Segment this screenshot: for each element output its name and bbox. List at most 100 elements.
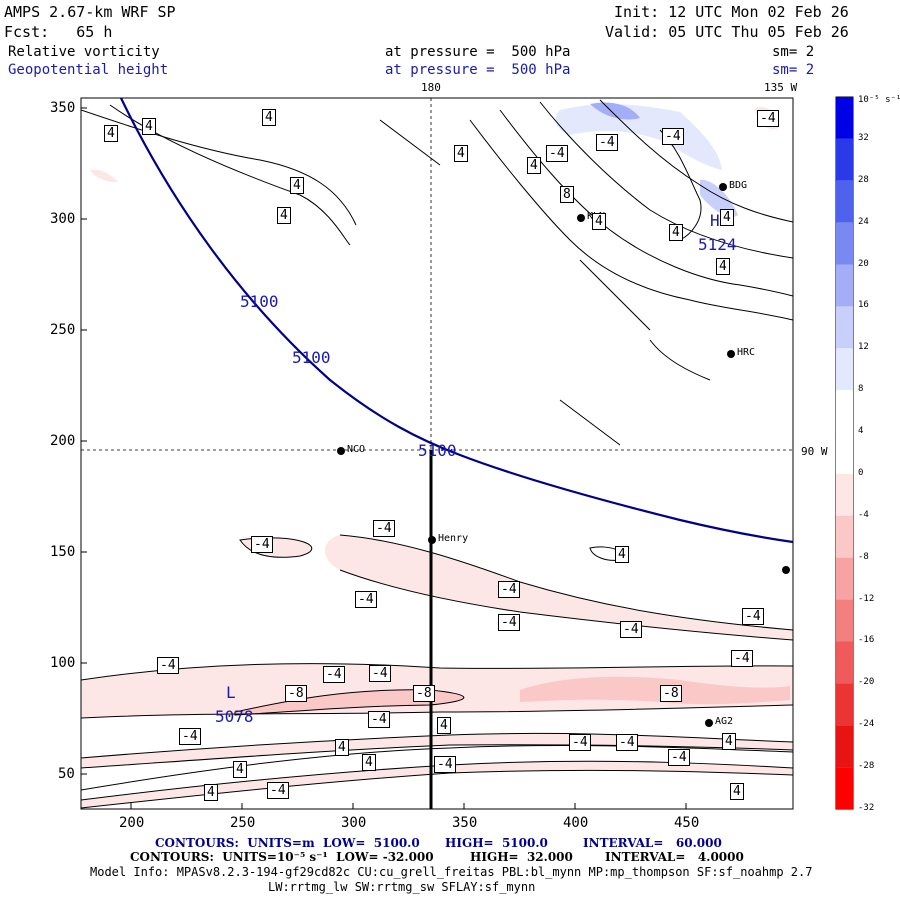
pos-vorticity-label: 4 [204,784,218,801]
colorbar-unit: 10⁻⁵ s⁻¹ [858,95,900,105]
pos-vorticity-label: 4 [615,546,629,563]
level-vorticity: at pressure = 500 hPa [385,44,571,60]
lon-90w-label: 90 W [801,445,828,458]
neg-vorticity-label: -4 [179,728,201,745]
pos-vorticity-label: 4 [362,754,376,771]
neg-core-east [520,676,790,705]
smooth-height: sm= 2 [772,62,815,78]
station-marker [719,183,727,191]
height-contour-label: 5100 [292,348,331,367]
colorbar-cell [836,557,853,600]
neg-vorticity-label: -4 [569,734,591,751]
colorbar-level-label: -32 [858,803,875,813]
station-label: BDG [729,180,748,191]
lon-135w-label: 135 W [764,81,798,94]
y-tick-300: 300 [50,211,76,227]
model-info: Model Info: MPASv8.2.3-194-gf29cd82c CU:… [90,865,813,879]
level-height: at pressure = 500 hPa [385,62,571,78]
pos-vorticity-label: 4 [142,118,156,135]
colorbar-level-label: -20 [858,677,875,688]
station-label: Henry [438,533,469,544]
init-time: Init: 12 UTC Mon 02 Feb 26 [614,3,849,21]
colorbar-level-label: -4 [858,509,869,520]
y-tick-250: 250 [50,322,76,338]
neg-vorticity-label: -4 [498,614,520,631]
pos-blob-ne [700,179,738,218]
pos-core-ne [590,102,640,120]
y-tick-150: 150 [50,544,76,560]
neg-vorticity-label: -4 [546,145,568,162]
axis-ticks [81,107,687,809]
colorbar-level-label: 20 [858,258,869,269]
colorbar-level-label: 12 [858,342,869,353]
y-tick-200: 200 [50,433,76,449]
neg-vorticity-label: -4 [757,110,779,127]
colorbar-cell [836,390,853,433]
neg-vorticity-label-8: -8 [660,685,682,702]
x-tick-450: 450 [674,815,700,831]
colorbar-level-label: 24 [858,216,869,227]
pos-band-ne [555,104,722,170]
colorbar-level-label: 32 [858,132,869,143]
neg-vorticity-label: -4 [323,666,345,683]
x-tick-300: 300 [341,815,367,831]
height-contour-label: 5100 [418,441,457,460]
height-contour-interval: INTERVAL= 60.000 [583,836,722,850]
y-tick-350: 350 [50,100,76,116]
neg-vorticity-label: -4 [157,657,179,674]
neg-vorticity-label: -4 [731,650,753,667]
neg-vorticity-label: -4 [616,734,638,751]
colorbar-level-label: -8 [858,551,869,562]
height-contour-high: HIGH= 5100.0 [445,836,548,850]
model-title: AMPS 2.67-km WRF SP [4,3,176,21]
pos-vorticity-label: 4 [716,258,730,275]
neg-vorticity-label: -4 [596,134,618,151]
colorbar-cell [836,641,853,684]
height-contour-info: CONTOURS: UNITS=m LOW= 5100.0 [155,836,420,850]
pos-vorticity-label: 4 [527,157,541,174]
colorbar-level-label: 16 [858,300,869,311]
colorbar-cell [836,473,853,516]
height-contour-label: 5100 [240,292,279,311]
pos-vorticity-label: 4 [262,109,276,126]
colorbar-level-label: 28 [858,174,869,185]
colorbar-cell [836,180,853,223]
plot-frame [80,97,794,810]
colorbar-cell [836,264,853,307]
colorbar-cell [836,138,853,181]
colorbar-level-label: -28 [858,761,875,772]
pos-vorticity-label: 4 [233,761,247,778]
colorbar-level-label: 0 [858,467,864,478]
neg-band-south [81,733,793,768]
height-contour-label: 5078 [215,707,254,726]
colorbar-cell [836,515,853,558]
pos-vorticity-label: 4 [720,209,734,226]
neg-vorticity-label: -4 [369,665,391,682]
neg-vorticity-label-8: -8 [285,685,307,702]
neg-vorticity-label: -4 [355,591,377,608]
colorbar-cell [836,683,853,726]
vort-contour-interval: INTERVAL= 4.0000 [605,850,744,864]
model-info-radiation: LW:rrtmg_lw SW:rrtmg_sw SFLAY:sf_mynn [268,880,536,894]
neg-vorticity-label: -4 [368,711,390,728]
pos-vorticity-label: 4 [592,213,606,230]
colorbar-level-label: 4 [858,426,864,437]
lon-180-label: 180 [421,81,441,94]
pos-vorticity-label: 4 [335,739,349,756]
neg-vorticity-label: -4 [668,749,690,766]
station-label: NCO [347,444,366,455]
pos-vorticity-label: 4 [730,783,744,800]
station-marker [577,214,585,222]
station-marker [727,350,735,358]
colorbar-cell [836,348,853,391]
neg-vorticity-label-8: -8 [413,685,435,702]
station-marker [337,447,345,455]
neg-band-middle [325,535,793,640]
colorbar-cell [836,725,853,768]
x-tick-350: 350 [452,815,478,831]
colorbar-cell [836,432,853,474]
vorticity-fill [81,102,793,808]
low-center-label: L [226,683,236,702]
vort-contour-high: HIGH= 32.000 [470,850,573,864]
colorbar-level-label: -12 [858,593,875,604]
